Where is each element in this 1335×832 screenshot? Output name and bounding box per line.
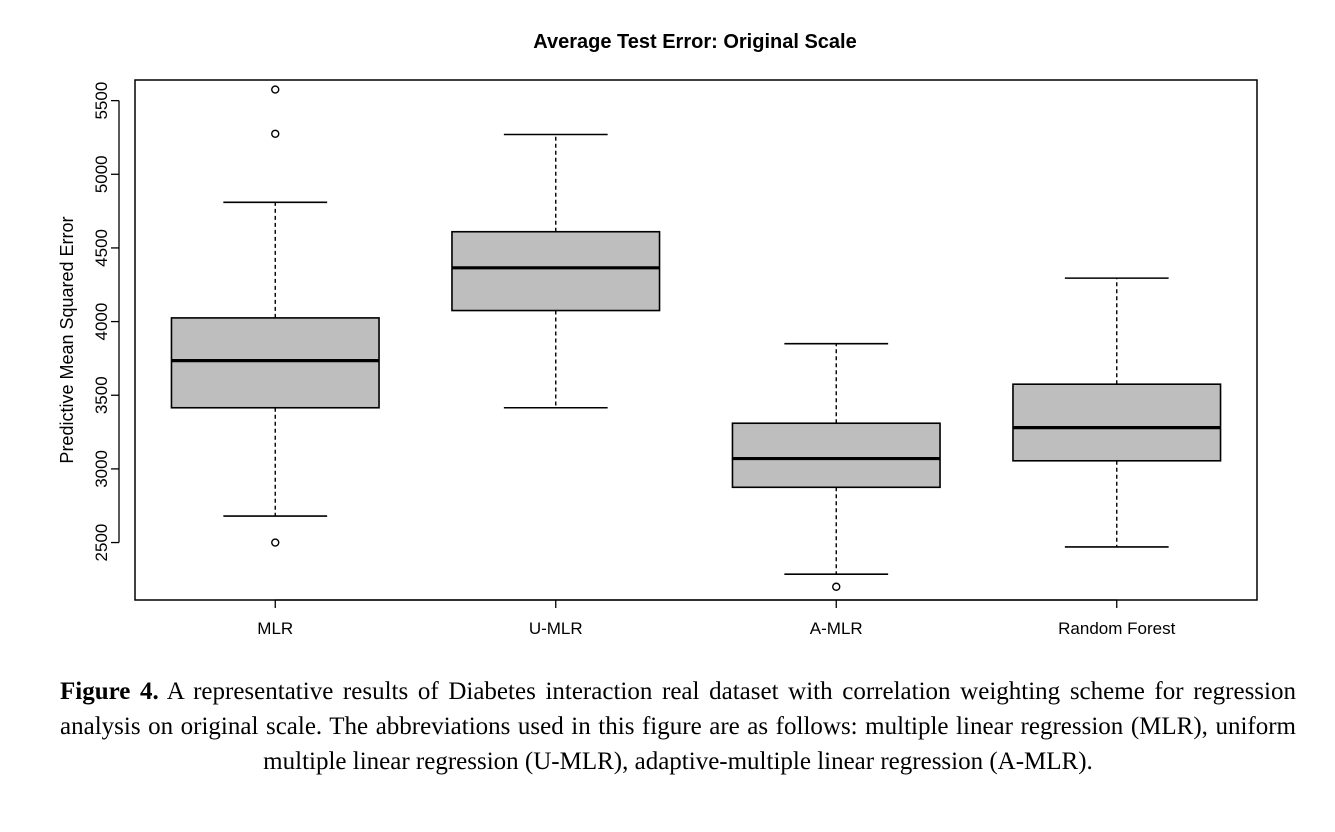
box-a-mlr (731, 342, 941, 591)
x-tick-label: U-MLR (529, 619, 583, 638)
y-tick-label: 2500 (92, 524, 111, 562)
y-axis: 2500 3000 3500 4000 4500 5000 5500 (92, 82, 120, 562)
chart-title: Average Test Error: Original Scale (533, 31, 856, 53)
x-tick-label: MLR (257, 619, 293, 638)
interquartile-box (451, 230, 661, 312)
outlier-point (271, 129, 280, 138)
y-axis-label: Predictive Mean Squared Error (57, 216, 77, 463)
x-axis: MLR U-MLR A-MLR Random Forest (257, 599, 1176, 638)
y-tick-label: 3000 (92, 450, 111, 488)
outlier-point (271, 538, 280, 547)
caption-label: Figure 4. (60, 678, 159, 705)
boxes-group (170, 85, 1222, 591)
x-tick-label: A-MLR (810, 619, 863, 638)
y-tick-label: 4000 (92, 303, 111, 341)
x-tick-label: Random Forest (1058, 619, 1175, 638)
box-u-mlr (451, 133, 661, 409)
y-tick-label: 4500 (92, 229, 111, 267)
caption-text: A representative results of Diabetes int… (60, 678, 1296, 775)
box-random-forest (1012, 277, 1222, 548)
interquartile-box (731, 422, 941, 489)
y-tick-label: 3500 (92, 376, 111, 414)
outlier-point (832, 582, 841, 591)
boxplot-chart: Average Test Error: Original Scale 2500 3… (57, 31, 1258, 638)
interquartile-box (170, 317, 380, 409)
figure-caption: Figure 4. A representative results of Dia… (60, 674, 1296, 779)
y-tick-label: 5000 (92, 155, 111, 193)
box-mlr (170, 85, 380, 547)
interquartile-box (1012, 383, 1222, 462)
y-tick-label: 5500 (92, 82, 111, 120)
outlier-point (271, 85, 280, 94)
